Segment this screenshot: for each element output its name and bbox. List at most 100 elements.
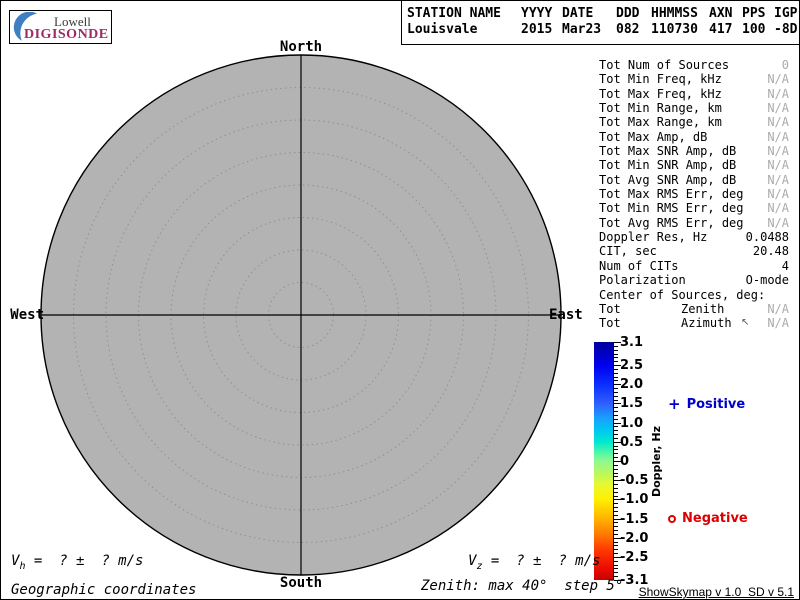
stat-row: Num of CITs 4 [599, 259, 789, 273]
stat-value: 4 [781, 258, 789, 273]
stat-mid-label: Azimuth [681, 316, 732, 331]
colorbar-minor-tick [614, 572, 618, 573]
stat-value: N/A [767, 301, 789, 316]
header-col-value: 110730 [651, 22, 698, 37]
mouse-cursor-icon: ↖ [741, 317, 750, 329]
colorbar-minor-tick [614, 446, 618, 447]
colorbar-minor-tick [614, 530, 618, 531]
logo-brand-lowell: Lowell [54, 14, 91, 29]
header-col: HHMMSS 110730 [651, 6, 709, 38]
header-col-label: DATE [562, 6, 594, 21]
colorbar-minor-tick [614, 380, 618, 381]
colorbar-major-tick [614, 480, 621, 481]
colorbar-tick-label: -0.5 [620, 473, 649, 488]
stat-value: N/A [767, 201, 789, 216]
colorbar-minor-tick [614, 488, 618, 489]
colorbar-minor-tick [614, 361, 618, 362]
colorbar-minor-tick [614, 534, 618, 535]
colorbar-major-tick [614, 384, 621, 385]
stat-label: Tot Max Freq, kHz [599, 86, 722, 101]
skymap-plot [40, 54, 562, 576]
colorbar-minor-tick [614, 430, 618, 431]
stat-label: Tot Min Freq, kHz [599, 72, 722, 87]
colorbar-minor-tick [614, 400, 618, 401]
colorbar-minor-tick [614, 426, 618, 427]
stat-label: Tot Max SNR Amp, dB [599, 144, 737, 159]
colorbar-minor-tick [614, 457, 618, 458]
version-label: ShowSkymap v 1.0 SD v 5.1 [638, 585, 794, 599]
stat-label: Center of Sources, deg: [599, 287, 766, 302]
stat-label: Tot Num of Sources [599, 58, 730, 72]
header-col-label: AXN [709, 6, 733, 21]
colorbar-tick-label: -1.5 [620, 512, 649, 527]
stat-row: Tot Avg RMS Err, deg N/A [599, 216, 789, 230]
header-col-value: 2015 [521, 22, 553, 37]
colorbar-tick-label: -2.5 [620, 550, 649, 565]
colorbar-tick-label: 0.5 [620, 435, 644, 450]
header-col: DATE Mar23 [562, 6, 616, 38]
colorbar-tick-label: 1.5 [620, 396, 644, 411]
colorbar-minor-tick [614, 377, 618, 378]
header-col-value: 082 [616, 22, 640, 37]
header-col-value: 417 [709, 22, 733, 37]
stat-value: N/A [767, 101, 789, 116]
colorbar-tick-label: 2.0 [620, 377, 644, 392]
colorbar-tick-label: 3.1 [620, 335, 644, 350]
colorbar-minor-tick [614, 503, 618, 504]
stat-label: Polarization [599, 273, 686, 288]
station-header-columns: STATION NAME Louisvale YYYY 2015 DATE Mar23 DD… [407, 6, 799, 38]
stat-row: Center of Sources, deg: [599, 288, 789, 302]
colorbar-minor-tick [614, 492, 618, 493]
colorbar-minor-tick [614, 542, 618, 543]
stat-label: Tot [599, 301, 621, 316]
stat-value: N/A [767, 115, 789, 130]
header-col-label: YYYY [521, 6, 553, 21]
colorbar-minor-tick [614, 507, 618, 508]
colorbar-tick-label: -3.1 [620, 573, 649, 588]
colorbar-minor-tick [614, 350, 618, 351]
stat-mid-label: Zenith [681, 301, 725, 316]
stat-row: Tot Max Amp, dB N/A [599, 130, 789, 144]
stat-value: 20.48 [752, 244, 789, 259]
colorbar-tick-label: 2.5 [620, 358, 644, 373]
colorbar-gradient [594, 342, 613, 580]
logo-brand-digisonde: DIGISONDE [24, 27, 109, 42]
colorbar-major-tick [614, 461, 621, 462]
stat-value: N/A [767, 187, 789, 202]
colorbar-minor-tick [614, 396, 618, 397]
horizontal-velocity-readout: Vh = ? ± ? m/s [11, 553, 144, 572]
stat-row: Tot Max Range, km N/A [599, 115, 789, 129]
circle-marker-icon [668, 514, 676, 523]
colorbar-minor-tick [614, 553, 618, 554]
zenith-scale-note: Zenith: max 40° step 5° [421, 578, 624, 594]
colorbar-minor-tick [614, 357, 618, 358]
colorbar-minor-tick [614, 369, 618, 370]
stats-panel: Tot Num of Sources 0 Tot Min Freq, kHz N/A T… [599, 58, 789, 331]
station-header: STATION NAME Louisvale YYYY 2015 DATE Mar23 DD… [401, 1, 799, 45]
stat-label: CIT, sec [599, 244, 657, 259]
crescent-icon [13, 12, 37, 41]
header-col-label: STATION NAME [407, 6, 501, 21]
stat-row: Tot Avg SNR Amp, dB N/A [599, 173, 789, 187]
stat-label: Tot Min RMS Err, deg [599, 201, 744, 216]
colorbar-title-wrap: Doppler, Hz [645, 394, 669, 529]
colorbar-minor-tick [614, 476, 618, 477]
colorbar-minor-tick [614, 511, 618, 512]
stat-row: Polarization O-mode [599, 273, 789, 287]
stat-label: Num of CITs [599, 258, 679, 273]
header-col: STATION NAME Louisvale [407, 6, 521, 38]
colorbar-minor-tick [614, 415, 618, 416]
colorbar-minor-tick [614, 411, 618, 412]
colorbar-major-tick [614, 519, 621, 520]
colorbar-minor-tick [614, 522, 618, 523]
stat-row: Tot Min Range, km N/A [599, 101, 789, 115]
colorbar-minor-tick [614, 576, 618, 577]
legend-positive: + Positive [668, 397, 745, 413]
stat-value: O-mode [745, 273, 789, 288]
vertical-velocity-readout: Vz = ? ± ? m/s [468, 553, 601, 572]
dir-label-east: East [549, 307, 583, 323]
stat-label: Tot Min Range, km [599, 101, 722, 116]
stat-label: Tot Min SNR Amp, dB [599, 158, 737, 173]
colorbar-minor-tick [614, 388, 618, 389]
